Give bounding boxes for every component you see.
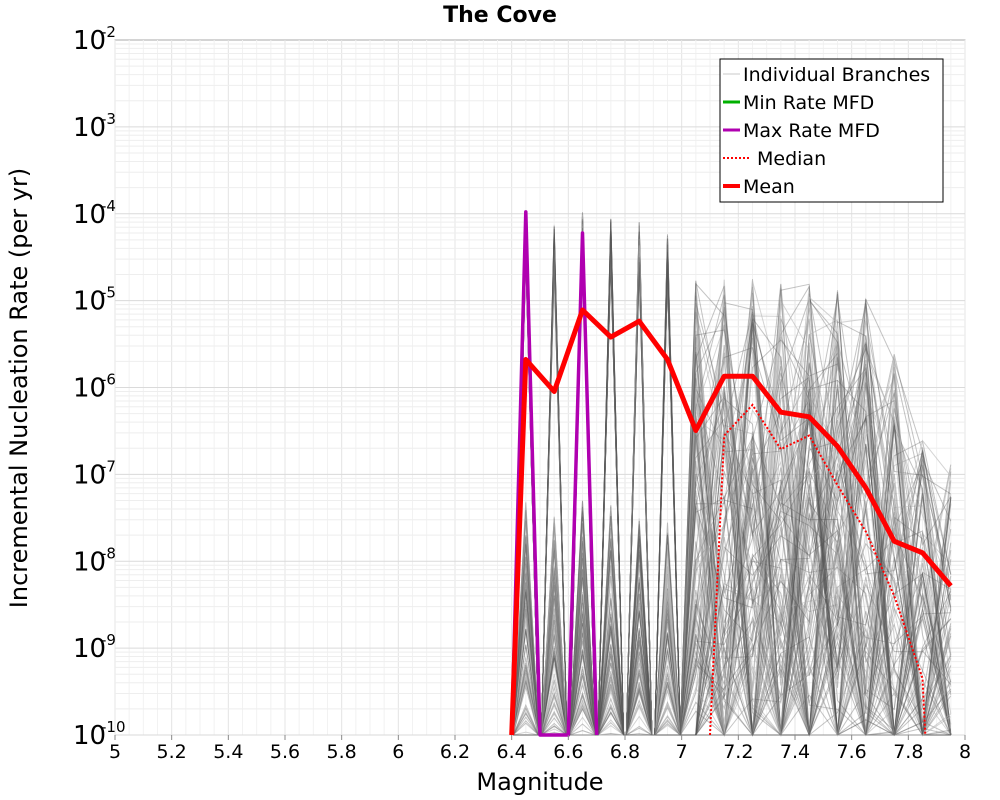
y-tick-exponent: -6 [101, 371, 116, 389]
y-tick-exponent: -4 [101, 197, 116, 215]
branch-line [512, 246, 951, 736]
x-tick-label: 5.8 [327, 741, 357, 763]
legend-label: Max Rate MFD [743, 120, 880, 142]
x-tick-label: 8 [959, 741, 971, 763]
branch-line [512, 240, 952, 736]
branch-line [512, 359, 951, 736]
y-tick-label: 10 [73, 200, 106, 230]
branch-line [512, 233, 952, 736]
branch-line [512, 223, 952, 736]
y-tick-label: 10 [73, 460, 106, 490]
x-tick-label: 6 [392, 741, 404, 763]
y-tick-label: 10 [73, 26, 106, 56]
legend-label: Mean [743, 176, 795, 198]
branch-line [512, 283, 952, 736]
y-tick-label: 10 [73, 721, 106, 751]
legend: Individual Branches Min Rate MFD Max Rate … [719, 58, 944, 203]
x-tick-label: 5.4 [213, 741, 243, 763]
branch-line [513, 251, 951, 736]
y-tick-exponent: -5 [101, 284, 116, 302]
x-tick-label: 6.4 [497, 741, 527, 763]
x-axis-label: Magnitude [476, 768, 603, 796]
branch-line [512, 253, 951, 736]
chart-title: The Cove [443, 3, 557, 28]
y-tick-exponent: -2 [101, 23, 116, 41]
y-tick-label: 10 [73, 634, 106, 664]
y-tick-label: 10 [73, 547, 106, 577]
legend-box [719, 58, 944, 203]
max-rate-mfd-line [509, 210, 599, 737]
branch-line [512, 220, 952, 737]
y-tick-label: 10 [73, 374, 106, 404]
x-tick-label: 5.2 [157, 741, 187, 763]
gridlines [114, 40, 966, 736]
y-tick-exponent: -9 [101, 631, 116, 649]
x-tick-label: 6.6 [553, 741, 583, 763]
mean-line [509, 307, 953, 736]
x-tick-label: 7.6 [837, 741, 867, 763]
x-tick-label: 5 [109, 741, 121, 763]
x-tick-label: 7.2 [723, 741, 753, 763]
legend-label: Min Rate MFD [743, 92, 874, 114]
x-tick-label: 7.4 [780, 741, 810, 763]
y-tick-exponent: -7 [101, 457, 116, 475]
y-tick-exponent: -10 [101, 718, 126, 736]
branch-line [512, 238, 952, 736]
branch-line [512, 245, 952, 737]
y-axis-label: Incremental Nucleation Rate (per yr) [5, 168, 33, 608]
x-tick-label: 5.6 [270, 741, 300, 763]
series-lines [509, 210, 953, 737]
branch-line [512, 230, 952, 736]
x-tick-label: 6.8 [610, 741, 640, 763]
x-tick-label: 7.8 [893, 741, 923, 763]
y-tick-label: 10 [73, 113, 106, 143]
median-line [709, 403, 927, 736]
branch-line [513, 228, 952, 736]
legend-label: Individual Branches [743, 64, 930, 86]
branch-line [512, 219, 951, 736]
y-tick-exponent: -8 [101, 544, 116, 562]
individual-branches [512, 211, 952, 737]
x-tick-label: 6.2 [440, 741, 470, 763]
y-tick-label: 10 [73, 287, 106, 317]
y-tick-exponent: -3 [101, 110, 116, 128]
x-axis-ticks: 5 5.2 5.4 5.6 5.8 6 6.2 6.4 6.6 6.8 7 7.2 7.4 7.6 7.8 8 [109, 735, 971, 763]
x-tick-label: 7 [676, 741, 688, 763]
branch-line [512, 217, 952, 737]
legend-label: Median [757, 148, 826, 170]
